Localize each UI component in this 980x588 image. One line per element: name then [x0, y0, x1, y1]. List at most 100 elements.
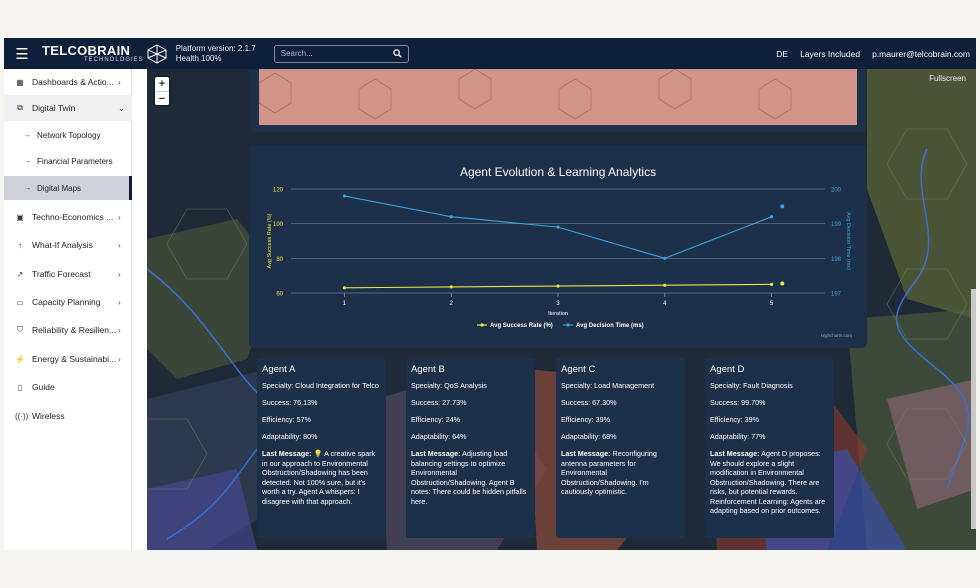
sidebar-item-what-if[interactable]: ↑ What-If Analysis › [4, 232, 132, 258]
sidebar-sub-label: Digital Maps [37, 183, 82, 193]
y-right-tick-label: 198 [831, 257, 842, 263]
data-point [663, 256, 667, 260]
data-point [770, 282, 774, 286]
data-point [342, 286, 346, 290]
y-right-tick-label: 199 [831, 222, 842, 228]
agent-card-c[interactable]: Agent C Specialty: Load Management Succe… [556, 358, 685, 538]
y-left-tick-label: 120 [273, 188, 284, 194]
search-icon[interactable] [393, 49, 402, 58]
layers-toggle[interactable]: Layers Included [800, 48, 861, 59]
x-tick-label: 5 [770, 301, 774, 307]
chevron-right-icon: › [118, 297, 121, 307]
agent-efficiency: Efficiency: 24% [411, 415, 461, 424]
chevron-right-icon: › [118, 354, 121, 364]
sidebar-item-digital-twin[interactable]: ⧉ Digital Twin ⌄ [4, 95, 132, 121]
y-left-axis-label: Avg Success Rate (%) [267, 213, 273, 268]
message-text: Adjusting load balancing settings to opt… [411, 449, 527, 506]
agent-adaptability: Adaptability: 64% [411, 432, 467, 441]
digital-twin-icon: ⧉ [17, 103, 23, 112]
agent-message: Last Message: Agent D proposes: We shoul… [710, 449, 829, 516]
sidebar-sub-label: Financial Parameters [37, 156, 113, 166]
platform-version: Platform version: 2.1.7 [175, 43, 256, 53]
arrow-right-icon: → [24, 184, 31, 192]
money-icon: ▣ [16, 212, 24, 222]
agent-adaptability: Adaptability: 80% [262, 432, 318, 441]
chevron-right-icon: › [118, 269, 121, 279]
data-point [780, 204, 785, 209]
data-point [770, 215, 774, 219]
heatmap-tile [258, 69, 857, 125]
menu-icon[interactable]: ☰ [15, 45, 29, 63]
x-tick-label: 1 [343, 301, 347, 307]
agent-name: Agent D [710, 364, 745, 375]
energy-icon: ⚡ [15, 354, 25, 364]
sidebar-item-dashboards[interactable]: ▦ Dashboards & Actio... › [4, 69, 132, 95]
chevron-right-icon: › [118, 77, 121, 87]
agent-card-a[interactable]: Agent A Specialty: Cloud Integration for… [257, 358, 386, 538]
message-label: Last Message: [561, 449, 611, 458]
chart-title: Agent Evolution & Learning Analytics [459, 165, 657, 179]
sidebar-item-guide[interactable]: ▯ Guide [4, 374, 132, 400]
clipboard-icon: ▭ [16, 297, 24, 307]
sidebar-item-label: Capacity Planning [32, 297, 101, 307]
hex-grid [258, 69, 792, 120]
message-text: 💡 A creative spark in our approach to En… [262, 449, 376, 506]
sidebar-item-energy[interactable]: ⚡ Energy & Sustainabi... › [4, 346, 132, 372]
agent-message: Last Message: 💡 A creative spark in our … [262, 449, 381, 506]
agent-efficiency: Efficiency: 39% [710, 415, 760, 424]
data-point [663, 283, 667, 287]
legend-marker [480, 323, 484, 327]
chevron-right-icon: › [118, 212, 121, 222]
legend-label: Avg Success Rate (%) [490, 323, 553, 329]
arrow-right-icon: → [24, 157, 31, 165]
map-view[interactable]: + − Fullscreen Agent Evolution [147, 69, 976, 550]
agent-card-b[interactable]: Agent B Specialty: QoS Analysis Success:… [406, 358, 535, 538]
zoom-control: + − [155, 77, 169, 105]
sidebar-item-label: Dashboards & Actio... [32, 77, 114, 87]
fullscreen-button[interactable]: Fullscreen [929, 74, 966, 83]
sidebar-sub-financial-parameters[interactable]: → Financial Parameters [4, 149, 132, 173]
agent-specialty: Specialty: Cloud Integration for Telco [262, 381, 379, 390]
agent-specialty: Specialty: Load Management [561, 381, 655, 390]
sidebar-item-reliability[interactable]: ⛉ Reliability & Resilien... › [4, 317, 132, 343]
search-placeholder: Search... [280, 49, 313, 58]
sidebar-item-capacity-planning[interactable]: ▭ Capacity Planning › [4, 289, 132, 315]
message-label: Last Message: [411, 449, 461, 458]
zoom-in-button[interactable]: + [158, 78, 166, 90]
app-window: ☰ TELCOBRAIN TECHNOLOGIES Platform versi… [4, 38, 976, 550]
zoom-out-button[interactable]: − [155, 91, 169, 105]
brand-sub: TECHNOLOGIES [84, 57, 144, 63]
sidebar-item-traffic-forecast[interactable]: ↗ Traffic Forecast › [4, 261, 132, 287]
message-label: Last Message: [710, 449, 760, 458]
legend-marker [566, 323, 570, 327]
agent-card-d[interactable]: Agent D Specialty: Fault Diagnosis Succe… [705, 358, 834, 538]
user-menu[interactable]: p.maurer@telcobrain.com [872, 48, 970, 59]
sidebar-sub-digital-maps[interactable]: → Digital Maps [4, 176, 132, 200]
x-tick-label: 4 [663, 301, 667, 307]
agent-success: Success: 27.73% [411, 398, 467, 407]
search-input[interactable]: Search... [273, 44, 409, 63]
legend-label: Avg Decision Time (ms) [576, 323, 644, 329]
top-bar: ☰ TELCOBRAIN TECHNOLOGIES Platform versi… [4, 38, 976, 69]
sidebar-item-label: Energy & Sustainabi... [32, 354, 117, 364]
sidebar-sub-network-topology[interactable]: → Network Topology [4, 123, 132, 147]
y-right-axis-label: Avg Decision Time (ms) [845, 212, 851, 270]
data-point [449, 215, 453, 219]
agent-adaptability: Adaptability: 77% [710, 432, 766, 441]
map-tile-panel [249, 69, 867, 132]
sidebar-item-wireless[interactable]: ((·)) Wireless [4, 403, 132, 429]
platform-info: Platform version: 2.1.7 Health 100% [176, 44, 256, 64]
language-switch[interactable]: DE [776, 48, 789, 59]
sidebar-item-label: What-If Analysis [32, 240, 93, 250]
trend-icon: ↗ [16, 269, 24, 279]
y-left-tick-label: 80 [276, 257, 283, 263]
message-label: Last Message: [262, 449, 312, 458]
x-axis-label: Iteration [548, 311, 568, 317]
scrollbar[interactable] [971, 289, 976, 529]
logo: TELCOBRAIN TECHNOLOGIES [42, 44, 144, 63]
top-bar-right: DE Layers Included p.maurer@telcobrain.c… [776, 49, 976, 59]
sidebar-item-techno-economics[interactable]: ▣ Techno-Economics ... › [4, 204, 132, 230]
agent-efficiency: Efficiency: 39% [561, 415, 611, 424]
brain-logo-icon [147, 43, 167, 64]
sidebar-sub-label: Network Topology [37, 130, 101, 140]
